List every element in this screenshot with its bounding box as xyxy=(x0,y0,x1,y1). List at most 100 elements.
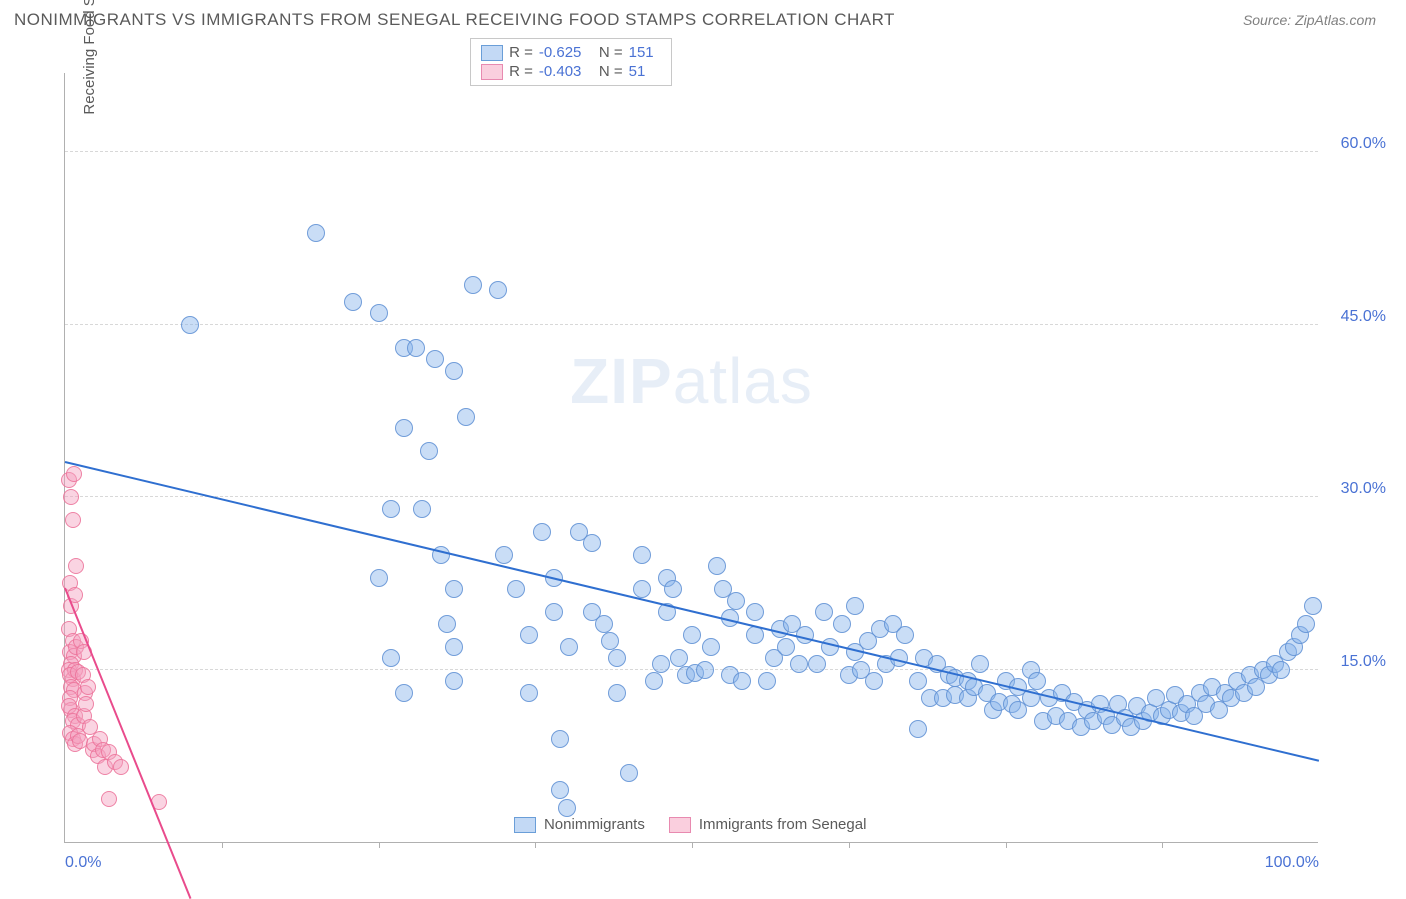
data-point xyxy=(758,672,776,690)
data-point xyxy=(407,339,425,357)
data-point xyxy=(520,626,538,644)
data-point xyxy=(489,281,507,299)
y-tick-label: 30.0% xyxy=(1341,480,1386,498)
data-point xyxy=(551,730,569,748)
data-point xyxy=(464,276,482,294)
data-point xyxy=(1304,597,1322,615)
data-point xyxy=(733,672,751,690)
data-point xyxy=(633,546,651,564)
legend-item: Immigrants from Senegal xyxy=(669,816,867,833)
grid-line-h xyxy=(65,151,1318,152)
data-point xyxy=(645,672,663,690)
data-point xyxy=(865,672,883,690)
data-point xyxy=(1028,672,1046,690)
data-point xyxy=(370,304,388,322)
data-point xyxy=(445,638,463,656)
x-tick-label: 0.0% xyxy=(65,854,101,872)
data-point xyxy=(909,672,927,690)
data-point xyxy=(808,655,826,673)
legend-item: Nonimmigrants xyxy=(514,816,645,833)
data-point xyxy=(727,592,745,610)
plot-region: ZIPatlas 15.0%30.0%45.0%60.0%0.0%100.0% xyxy=(64,73,1318,843)
legend-swatch xyxy=(669,817,691,833)
data-point xyxy=(664,580,682,598)
grid-line-h xyxy=(65,496,1318,497)
r-value: -0.403 xyxy=(539,63,593,80)
legend-label: Nonimmigrants xyxy=(544,816,645,833)
data-point xyxy=(909,720,927,738)
data-point xyxy=(78,696,94,712)
r-label: R = xyxy=(509,63,533,80)
stats-row: R = -0.625 N = 151 xyxy=(481,43,661,62)
x-tick-mark xyxy=(1006,842,1007,848)
data-point xyxy=(426,350,444,368)
data-point xyxy=(702,638,720,656)
data-point xyxy=(583,534,601,552)
n-value: 151 xyxy=(629,44,661,61)
y-tick-label: 60.0% xyxy=(1341,135,1386,153)
data-point xyxy=(652,655,670,673)
data-point xyxy=(746,603,764,621)
data-point xyxy=(113,759,129,775)
data-point xyxy=(382,500,400,518)
data-point xyxy=(777,638,795,656)
x-tick-mark xyxy=(379,842,380,848)
data-point xyxy=(896,626,914,644)
watermark: ZIPatlas xyxy=(570,344,813,418)
legend-label: Immigrants from Senegal xyxy=(699,816,867,833)
y-tick-label: 15.0% xyxy=(1341,653,1386,671)
data-point xyxy=(445,580,463,598)
data-point xyxy=(438,615,456,633)
data-point xyxy=(670,649,688,667)
data-point xyxy=(395,684,413,702)
data-point xyxy=(307,224,325,242)
data-point xyxy=(560,638,578,656)
data-point xyxy=(533,523,551,541)
data-point xyxy=(80,679,96,695)
data-point xyxy=(683,626,701,644)
data-point xyxy=(708,557,726,575)
y-tick-label: 45.0% xyxy=(1341,308,1386,326)
x-tick-mark xyxy=(692,842,693,848)
trend-line xyxy=(65,461,1319,762)
correlation-stats-box: R = -0.625 N = 151R = -0.403 N = 51 xyxy=(470,38,672,86)
legend-swatch xyxy=(481,64,503,80)
data-point xyxy=(63,489,79,505)
data-point xyxy=(66,466,82,482)
data-point xyxy=(633,580,651,598)
data-point xyxy=(370,569,388,587)
x-tick-mark xyxy=(535,842,536,848)
n-label: N = xyxy=(599,44,623,61)
data-point xyxy=(1272,661,1290,679)
data-point xyxy=(595,615,613,633)
chart-title: NONIMMIGRANTS VS IMMIGRANTS FROM SENEGAL… xyxy=(14,10,895,30)
data-point xyxy=(413,500,431,518)
data-point xyxy=(815,603,833,621)
data-point xyxy=(551,781,569,799)
data-point xyxy=(445,672,463,690)
data-point xyxy=(395,419,413,437)
data-point xyxy=(620,764,638,782)
data-point xyxy=(971,655,989,673)
r-label: R = xyxy=(509,44,533,61)
legend-swatch xyxy=(481,45,503,61)
data-point xyxy=(181,316,199,334)
data-point xyxy=(608,684,626,702)
data-point xyxy=(608,649,626,667)
data-point xyxy=(68,558,84,574)
legend-swatch xyxy=(514,817,536,833)
n-value: 51 xyxy=(629,63,661,80)
data-point xyxy=(846,597,864,615)
data-point xyxy=(833,615,851,633)
data-point xyxy=(520,684,538,702)
x-tick-label: 100.0% xyxy=(1265,854,1319,872)
r-value: -0.625 xyxy=(539,44,593,61)
source-credit: Source: ZipAtlas.com xyxy=(1243,12,1376,28)
data-point xyxy=(696,661,714,679)
data-point xyxy=(101,791,117,807)
data-point xyxy=(545,603,563,621)
data-point xyxy=(790,655,808,673)
data-point xyxy=(1297,615,1315,633)
legend: Nonimmigrants Immigrants from Senegal xyxy=(514,816,866,833)
chart-header: NONIMMIGRANTS VS IMMIGRANTS FROM SENEGAL… xyxy=(0,0,1406,35)
